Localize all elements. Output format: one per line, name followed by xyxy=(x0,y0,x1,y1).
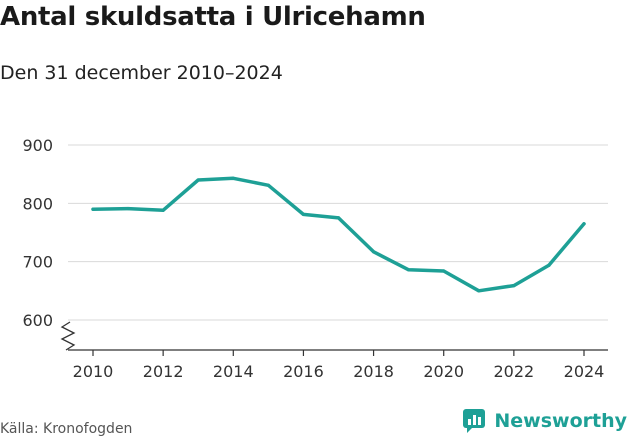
x-tick-label-2020: 2020 xyxy=(423,362,464,381)
x-axis xyxy=(68,349,608,356)
chart-subtitle: Den 31 december 2010–2024 xyxy=(0,62,283,84)
data-point-2022 xyxy=(512,284,516,288)
gridlines xyxy=(68,144,608,321)
data-point-2017 xyxy=(336,216,341,220)
series-lines xyxy=(91,176,586,293)
y-tick-label-900: 900 xyxy=(22,136,53,155)
data-point-2014 xyxy=(231,176,235,180)
x-tick-label-2018: 2018 xyxy=(353,362,394,381)
x-tick-label-2024: 2024 xyxy=(564,362,605,381)
y-tick-label-700: 700 xyxy=(22,253,53,272)
data-point-2012 xyxy=(161,208,165,212)
axis-break-zigzag xyxy=(60,321,76,351)
x-tick-label-2014: 2014 xyxy=(213,362,254,381)
data-point-2011 xyxy=(126,207,130,211)
y-tick-label-800: 800 xyxy=(22,194,53,213)
x-tick-label-2016: 2016 xyxy=(283,362,324,381)
data-point-2010 xyxy=(91,207,95,211)
data-point-2024 xyxy=(582,222,586,226)
x-tick-label-2010: 2010 xyxy=(73,362,114,381)
x-tick-label-2012: 2012 xyxy=(143,362,184,381)
x-axis-labels: 2010 2012 2014 2016 2018 2020 2022 2024 xyxy=(73,362,605,381)
data-point-2016 xyxy=(301,212,305,216)
y-axis-labels: 600 700 800 900 xyxy=(22,136,53,330)
line-chart: 600 700 800 900 2010 2012 2014 2016 2018 2020 202… xyxy=(22,136,608,381)
series-line-0 xyxy=(91,176,586,293)
brand[interactable]: Newsworthy xyxy=(462,408,627,434)
data-point-2023 xyxy=(547,263,551,267)
newsworthy-logo-icon xyxy=(463,409,486,433)
data-point-2021 xyxy=(477,289,481,293)
data-point-2018 xyxy=(372,250,376,254)
chart-title: Antal skuldsatta i Ulricehamn xyxy=(0,2,426,32)
data-point-2013 xyxy=(196,178,200,182)
data-point-2020 xyxy=(442,269,446,273)
x-tick-label-2022: 2022 xyxy=(493,362,534,381)
y-tick-label-600: 600 xyxy=(22,311,53,330)
axis-break-icon xyxy=(60,321,76,351)
source-note: Källa: Kronofogden xyxy=(0,421,133,437)
brand-name: Newsworthy xyxy=(494,410,627,432)
data-point-2015 xyxy=(266,183,270,187)
data-point-2019 xyxy=(407,268,411,272)
